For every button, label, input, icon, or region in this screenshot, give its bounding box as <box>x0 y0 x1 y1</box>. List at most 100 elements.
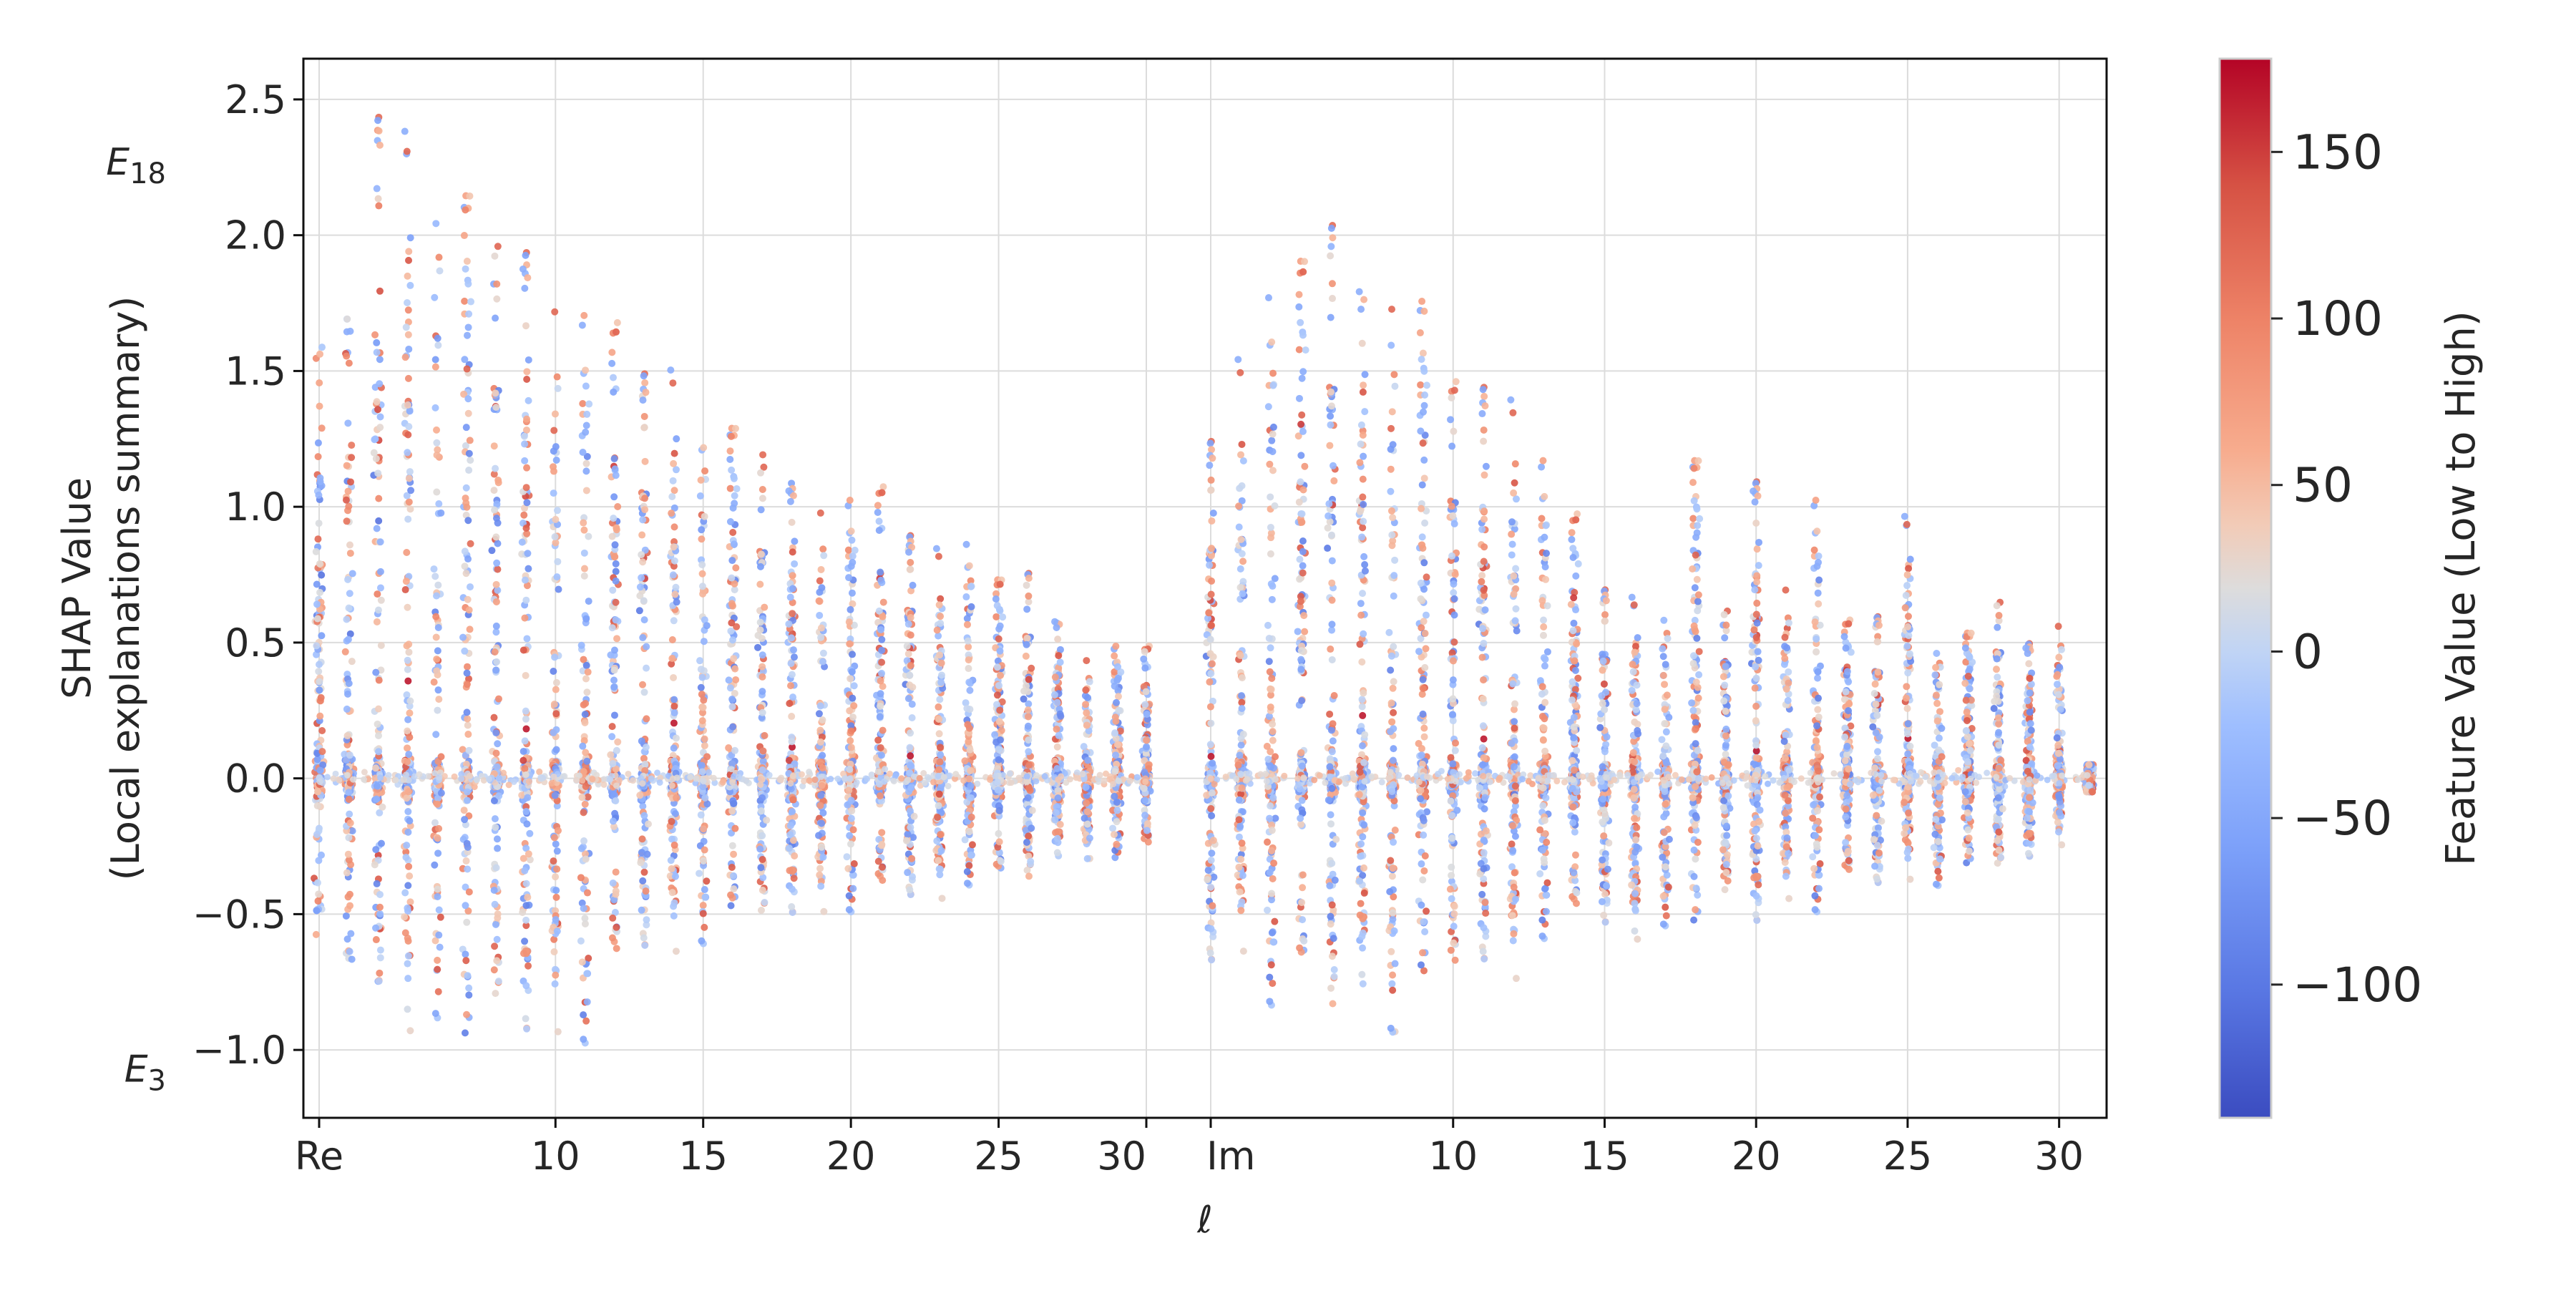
scatter-point <box>343 497 350 504</box>
scatter-point <box>582 801 589 808</box>
scatter-point <box>467 437 474 444</box>
scatter-point <box>847 737 854 744</box>
scatter-point <box>936 601 943 608</box>
scatter-point <box>731 540 738 547</box>
scatter-point <box>995 746 1002 753</box>
scatter-point <box>313 907 321 915</box>
scatter-point <box>313 548 320 555</box>
scatter-point <box>819 782 826 789</box>
scatter-point <box>731 492 738 500</box>
scatter-point <box>403 578 410 585</box>
scatter-point <box>525 963 532 970</box>
scatter-point <box>404 678 411 685</box>
scatter-point <box>374 406 381 413</box>
scatter-point <box>491 442 498 449</box>
scatter-point <box>462 206 469 213</box>
scatter-point <box>405 248 412 255</box>
scatter-point <box>641 379 648 386</box>
scatter-point <box>404 666 411 673</box>
scatter-point <box>1025 676 1033 683</box>
scatter-point <box>879 613 886 620</box>
scatter-point <box>406 898 414 905</box>
scatter-point <box>962 836 969 843</box>
scatter-point <box>728 696 736 703</box>
scatter-point <box>523 820 530 827</box>
scatter-point <box>552 710 560 717</box>
scatter-point <box>609 533 616 540</box>
scatter-point <box>703 622 711 629</box>
scatter-point <box>432 364 439 371</box>
scatter-point <box>906 744 913 751</box>
scatter-point <box>579 743 586 750</box>
scatter-point <box>520 646 527 653</box>
scatter-point <box>404 808 411 815</box>
scatter-point <box>817 634 824 641</box>
scatter-point <box>728 467 735 474</box>
scatter-point <box>699 570 706 578</box>
scatter-point <box>851 682 858 689</box>
scatter-point <box>817 739 824 746</box>
scatter-point <box>404 975 411 982</box>
scatter-point <box>847 675 854 682</box>
scatter-point <box>759 495 766 502</box>
scatter-point <box>1084 808 1091 815</box>
scatter-point <box>344 691 351 698</box>
scatter-point <box>671 450 678 457</box>
scatter-point <box>700 704 707 711</box>
scatter-point <box>433 668 440 675</box>
scatter-point <box>907 807 914 814</box>
scatter-point <box>582 429 589 436</box>
scatter-point <box>878 647 885 654</box>
scatter-point <box>668 857 675 864</box>
scatter-point <box>669 889 676 896</box>
scatter-point <box>967 794 975 802</box>
scatter-point <box>580 527 587 534</box>
scatter-point <box>378 840 385 847</box>
scatter-point <box>1027 858 1034 865</box>
scatter-point <box>936 791 943 798</box>
scatter-point <box>966 562 973 570</box>
scatter-point <box>608 360 615 367</box>
scatter-point <box>696 869 703 877</box>
scatter-point <box>345 851 352 858</box>
scatter-point <box>786 700 793 707</box>
scatter-point <box>519 757 527 764</box>
scatter-point <box>402 929 409 936</box>
scatter-point <box>846 832 853 839</box>
scatter-point <box>701 794 708 802</box>
scatter-point <box>491 942 498 950</box>
scatter-point <box>819 752 826 759</box>
scatter-point <box>874 509 882 516</box>
scatter-point <box>759 747 766 754</box>
scatter-point <box>435 254 442 261</box>
scatter-point <box>374 349 381 356</box>
scatter-point <box>850 826 857 833</box>
scatter-point <box>434 335 441 342</box>
scatter-point <box>492 901 499 908</box>
scatter-point <box>1025 706 1032 713</box>
scatter-point <box>318 748 326 755</box>
scatter-point <box>907 729 914 736</box>
scatter-point <box>611 711 618 718</box>
scatter-point <box>343 462 351 469</box>
scatter-point <box>492 729 499 736</box>
scatter-point <box>673 734 680 741</box>
scatter-point <box>373 339 380 346</box>
scatter-point <box>727 628 734 635</box>
scatter-point <box>376 288 384 295</box>
scatter-point <box>701 736 708 743</box>
scatter-point <box>524 794 531 802</box>
scatter-point <box>402 854 409 861</box>
scatter-point <box>966 687 973 694</box>
scatter-point <box>582 366 589 374</box>
scatter-point <box>577 874 585 881</box>
scatter-point <box>611 455 618 462</box>
scatter-point <box>405 331 412 338</box>
scatter-point <box>640 597 648 604</box>
scatter-point <box>405 346 412 353</box>
scatter-point <box>700 910 707 917</box>
scatter-point <box>1025 748 1032 755</box>
scatter-point <box>343 316 351 323</box>
scatter-point <box>433 439 440 447</box>
scatter-point <box>376 910 384 917</box>
